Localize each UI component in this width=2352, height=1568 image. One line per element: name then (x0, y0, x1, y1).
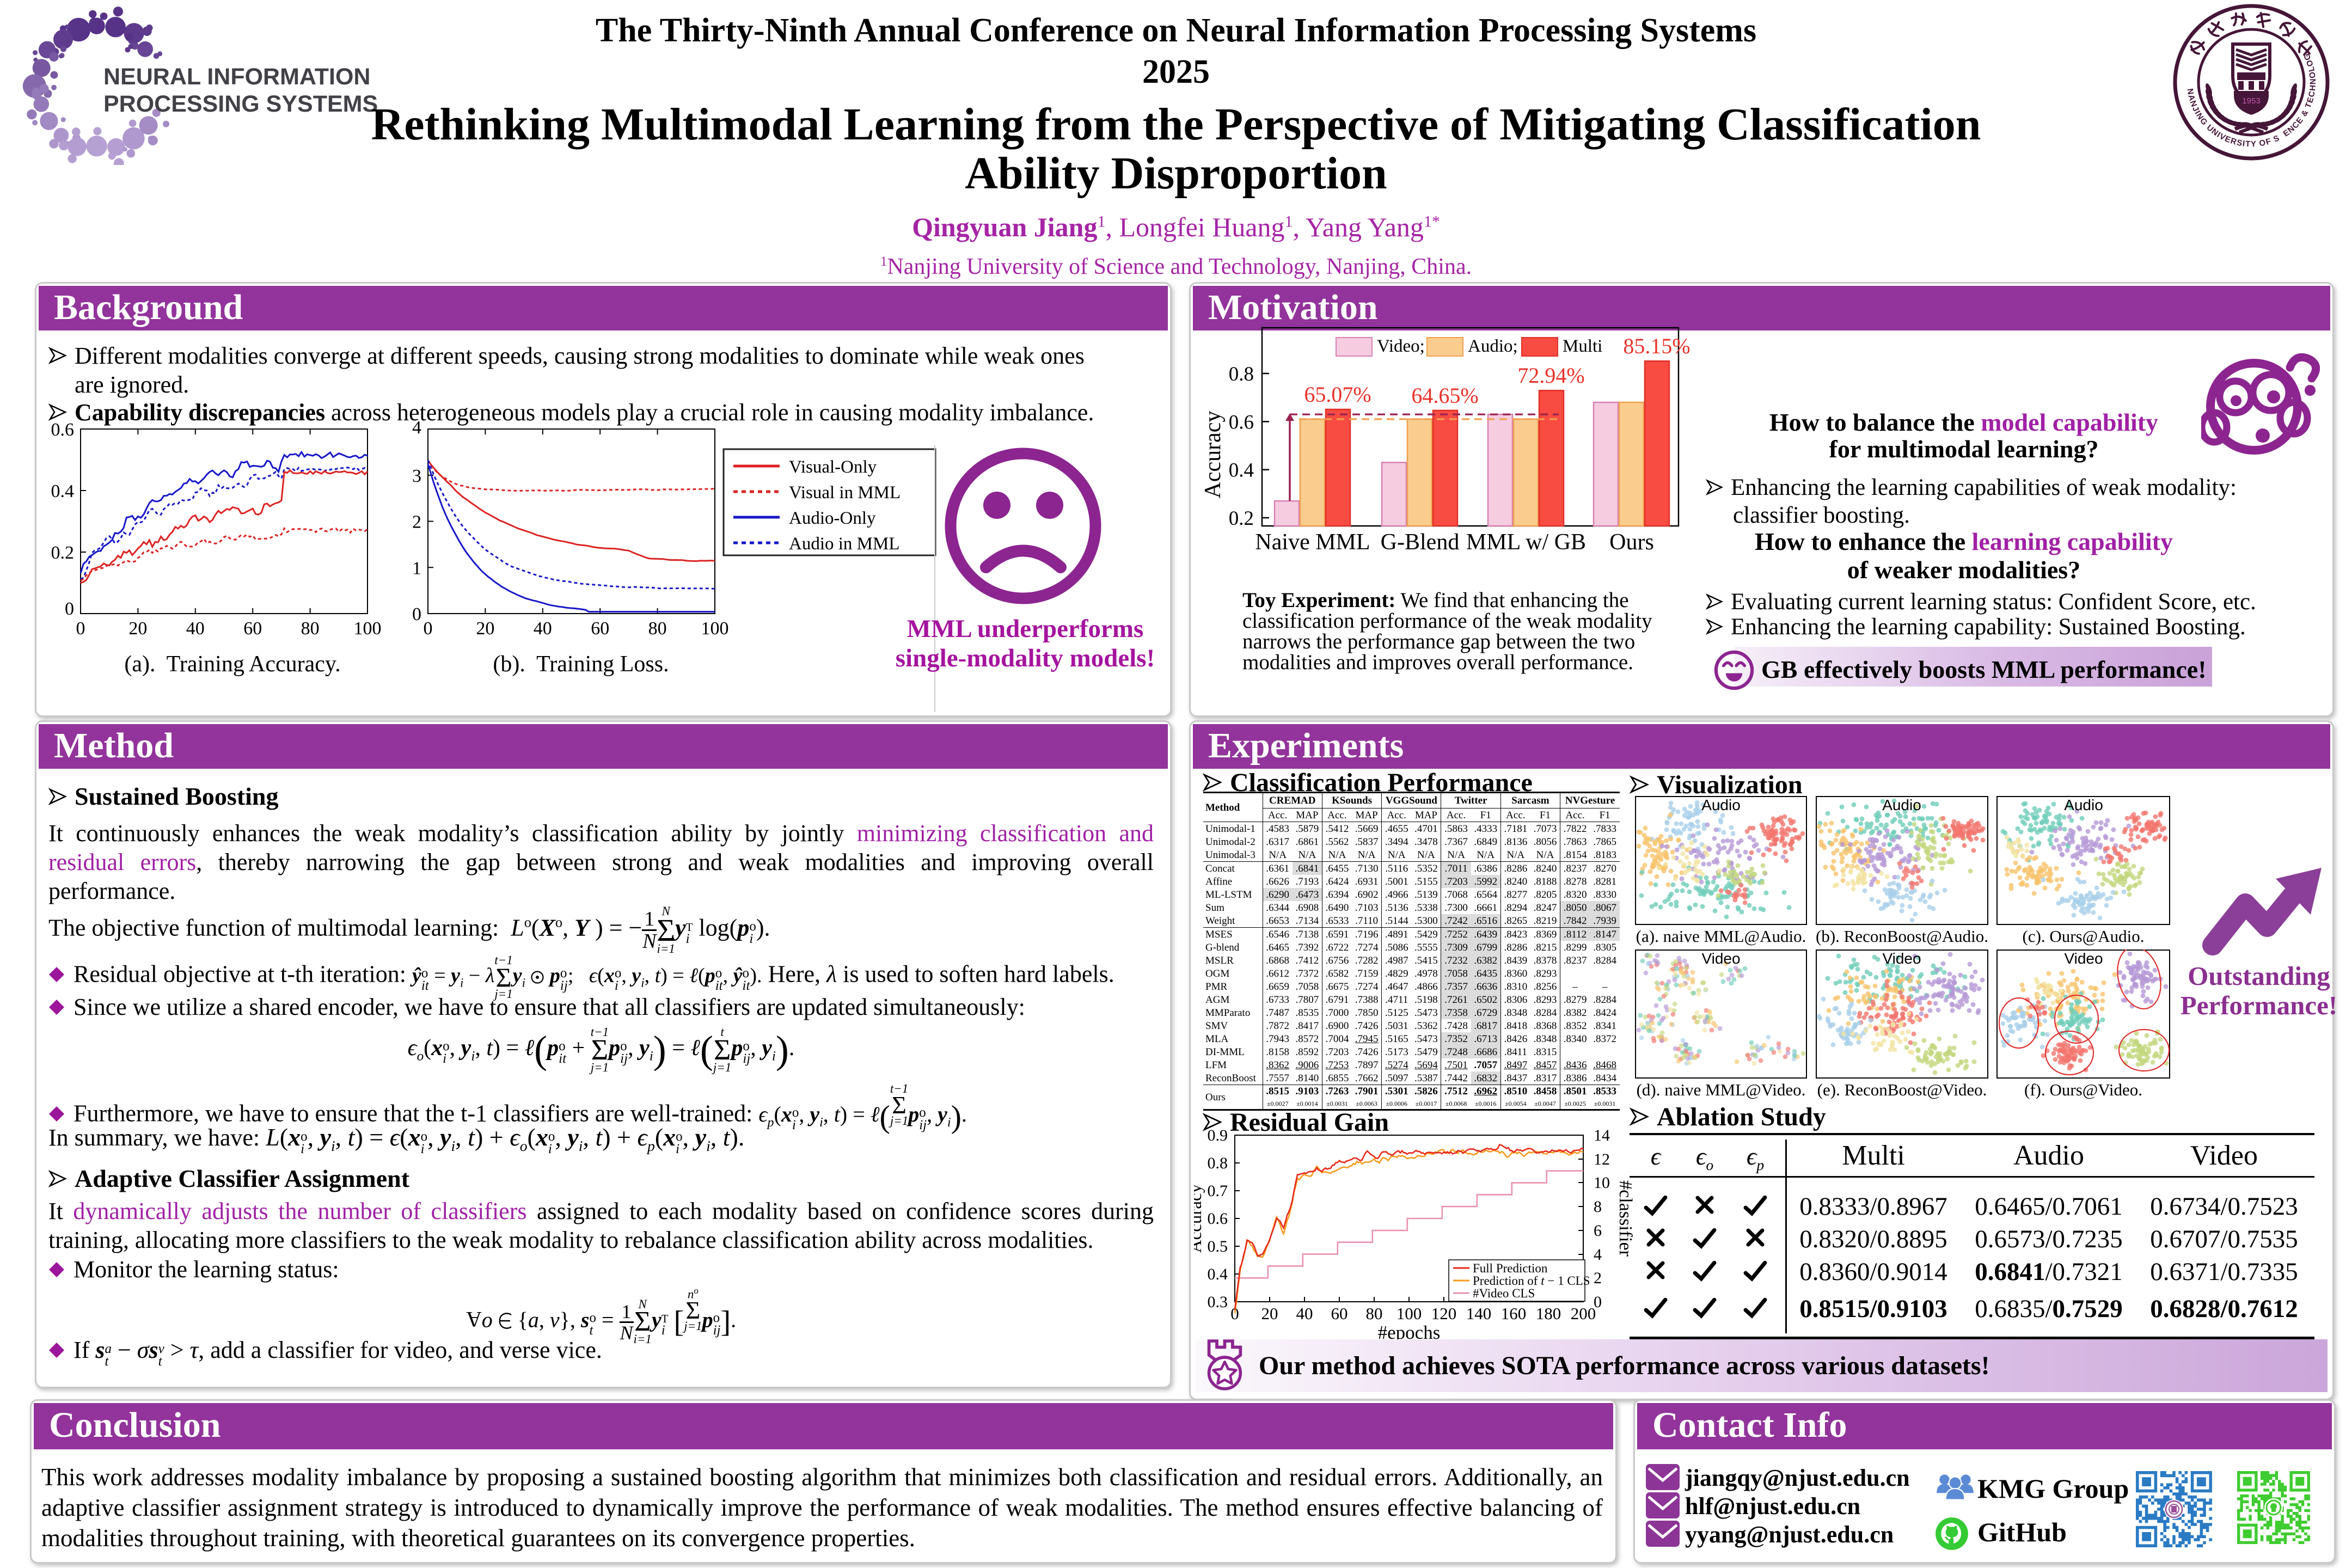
svg-text:0.7: 0.7 (1208, 1182, 1228, 1200)
svg-text:0: 0 (76, 618, 85, 639)
svg-text:64.65%: 64.65% (1411, 383, 1478, 408)
svg-text:0: 0 (424, 618, 433, 639)
svg-text:140: 140 (1466, 1304, 1492, 1323)
svg-text:PROCESSING SYSTEMS: PROCESSING SYSTEMS (103, 91, 378, 117)
svg-text:2: 2 (412, 512, 421, 532)
svg-text:0: 0 (65, 599, 74, 619)
svg-text:20: 20 (476, 618, 494, 639)
svg-text:72.94%: 72.94% (1517, 363, 1584, 388)
svg-text:0.6: 0.6 (1229, 411, 1254, 433)
svg-text:1953: 1953 (2242, 96, 2260, 106)
svg-text:Accuracy: Accuracy (1200, 411, 1226, 499)
svg-text:Prediction of t − 1 CLS: Prediction of t − 1 CLS (1473, 1274, 1590, 1288)
svg-text:4: 4 (412, 421, 421, 438)
svg-text:0.4: 0.4 (1229, 460, 1254, 482)
svg-text:0.8: 0.8 (1208, 1154, 1228, 1172)
svg-text:6: 6 (1594, 1222, 1602, 1240)
svg-text:Visual-Only: Visual-Only (789, 457, 877, 477)
svg-text:0.2: 0.2 (1229, 507, 1254, 530)
svg-text:0.8: 0.8 (1229, 363, 1254, 385)
svg-text:Video: Video (1882, 950, 1921, 967)
svg-text:100: 100 (1396, 1304, 1422, 1323)
svg-text:Full Prediction: Full Prediction (1473, 1261, 1548, 1275)
svg-text:8: 8 (1594, 1198, 1602, 1216)
svg-text:10: 10 (1594, 1174, 1610, 1192)
svg-text:120: 120 (1431, 1304, 1457, 1323)
svg-text:80: 80 (1366, 1304, 1383, 1323)
svg-text:Audio: Audio (1882, 797, 1921, 813)
svg-text:60: 60 (591, 618, 609, 639)
svg-text:40: 40 (534, 618, 552, 639)
svg-text:65.07%: 65.07% (1304, 382, 1371, 407)
svg-text:Video;: Video; (1377, 336, 1425, 356)
svg-text:0.6: 0.6 (51, 421, 75, 440)
svg-text:60: 60 (1331, 1304, 1348, 1323)
svg-text:Accuracy: Accuracy (1194, 1184, 1205, 1253)
svg-text:160: 160 (1501, 1304, 1527, 1323)
svg-text:Audio in MML: Audio in MML (789, 534, 900, 554)
svg-text:0: 0 (1230, 1304, 1239, 1323)
svg-text:12: 12 (1594, 1150, 1610, 1168)
svg-text:Audio;: Audio; (1468, 336, 1518, 356)
svg-text:#classifier: #classifier (1615, 1180, 1635, 1257)
svg-text:180: 180 (1536, 1304, 1561, 1323)
svg-text:#Video CLS: #Video CLS (1473, 1287, 1535, 1300)
svg-text:20: 20 (128, 618, 147, 639)
svg-text:0.4: 0.4 (1208, 1265, 1228, 1283)
svg-text:100: 100 (354, 618, 382, 639)
svg-text:Audio: Audio (2064, 797, 2103, 813)
svg-text:40: 40 (1296, 1304, 1313, 1323)
svg-text:4: 4 (1594, 1246, 1602, 1264)
svg-text:Ours: Ours (1609, 530, 1654, 555)
svg-text:40: 40 (186, 618, 205, 639)
svg-text:Naive MML: Naive MML (1255, 530, 1370, 555)
svg-text:0: 0 (412, 604, 421, 624)
svg-text:G-Blend: G-Blend (1381, 530, 1460, 555)
svg-text:20: 20 (1261, 1304, 1278, 1323)
svg-text:NEURAL INFORMATION: NEURAL INFORMATION (103, 64, 371, 90)
svg-text:60: 60 (243, 618, 262, 639)
svg-text:Multi: Multi (1563, 336, 1602, 356)
svg-text:Visual in MML: Visual in MML (789, 483, 901, 503)
svg-text:Video: Video (1701, 950, 1740, 967)
svg-text:Audio: Audio (1701, 797, 1741, 813)
svg-text:0.5: 0.5 (1208, 1238, 1228, 1255)
svg-text:85.15%: 85.15% (1623, 334, 1689, 358)
svg-text:Video: Video (2064, 950, 2103, 967)
svg-text:14: 14 (1594, 1128, 1610, 1144)
svg-text:100: 100 (701, 618, 729, 639)
svg-text:0.4: 0.4 (51, 481, 75, 501)
svg-text:1: 1 (412, 558, 421, 578)
svg-text:80: 80 (648, 618, 667, 639)
svg-text:MML w/ GB: MML w/ GB (1466, 530, 1586, 555)
svg-text:0.9: 0.9 (1208, 1128, 1228, 1144)
svg-text:2: 2 (1594, 1269, 1602, 1287)
svg-text:Audio-Only: Audio-Only (789, 509, 876, 528)
svg-text:80: 80 (301, 618, 320, 639)
svg-text:0.6: 0.6 (1208, 1210, 1228, 1228)
svg-text:200: 200 (1571, 1304, 1596, 1323)
svg-text:3: 3 (412, 466, 421, 486)
svg-text:0.2: 0.2 (51, 543, 75, 563)
svg-text:#epochs: #epochs (1378, 1322, 1441, 1343)
svg-text:0: 0 (1594, 1293, 1602, 1311)
svg-text:0.3: 0.3 (1208, 1293, 1228, 1311)
